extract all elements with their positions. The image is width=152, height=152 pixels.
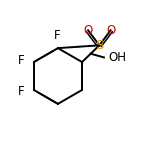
- Text: S: S: [95, 39, 104, 52]
- Text: F: F: [18, 54, 24, 67]
- Text: O: O: [83, 24, 93, 37]
- Text: O: O: [106, 24, 115, 37]
- Text: OH: OH: [108, 51, 126, 64]
- Text: F: F: [54, 29, 60, 42]
- Text: F: F: [18, 85, 24, 98]
